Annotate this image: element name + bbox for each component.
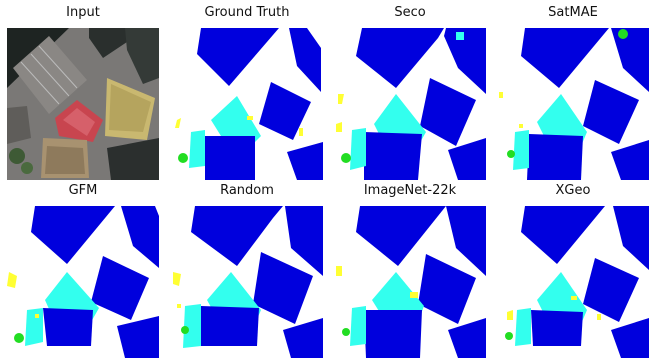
panel-title-xgeo: XGeo xyxy=(555,183,591,198)
panel-xgeo: XGeo xyxy=(497,183,649,358)
panel-title-gfm: GFM xyxy=(68,183,98,198)
gfm-mask xyxy=(7,206,159,358)
panel-title-random: Random xyxy=(220,183,274,198)
imagenet-22k-mask xyxy=(334,206,486,358)
aerial-photo xyxy=(7,28,159,180)
random-mask xyxy=(171,206,323,358)
panel-title-imagenet-22k: ImageNet-22k xyxy=(363,183,457,198)
seco-mask xyxy=(334,28,486,180)
panel-title-input: Input xyxy=(66,5,100,20)
panel-random: Random xyxy=(171,183,323,358)
panel-satmae: SatMAE xyxy=(497,5,649,180)
panel-title-ground-truth: Ground Truth xyxy=(204,5,290,20)
satmae-mask xyxy=(497,28,649,180)
xgeo-mask xyxy=(497,206,649,358)
panel-seco: Seco xyxy=(334,5,486,180)
ground-truth-mask xyxy=(171,28,323,180)
panel-ground-truth: Ground Truth xyxy=(171,5,323,180)
panel-title-satmae: SatMAE xyxy=(548,5,598,20)
panel-title-seco: Seco xyxy=(394,5,426,20)
panel-input: Input xyxy=(7,5,159,180)
panel-gfm: GFM xyxy=(7,183,159,358)
panel-imagenet-22k: ImageNet-22k xyxy=(334,183,486,358)
